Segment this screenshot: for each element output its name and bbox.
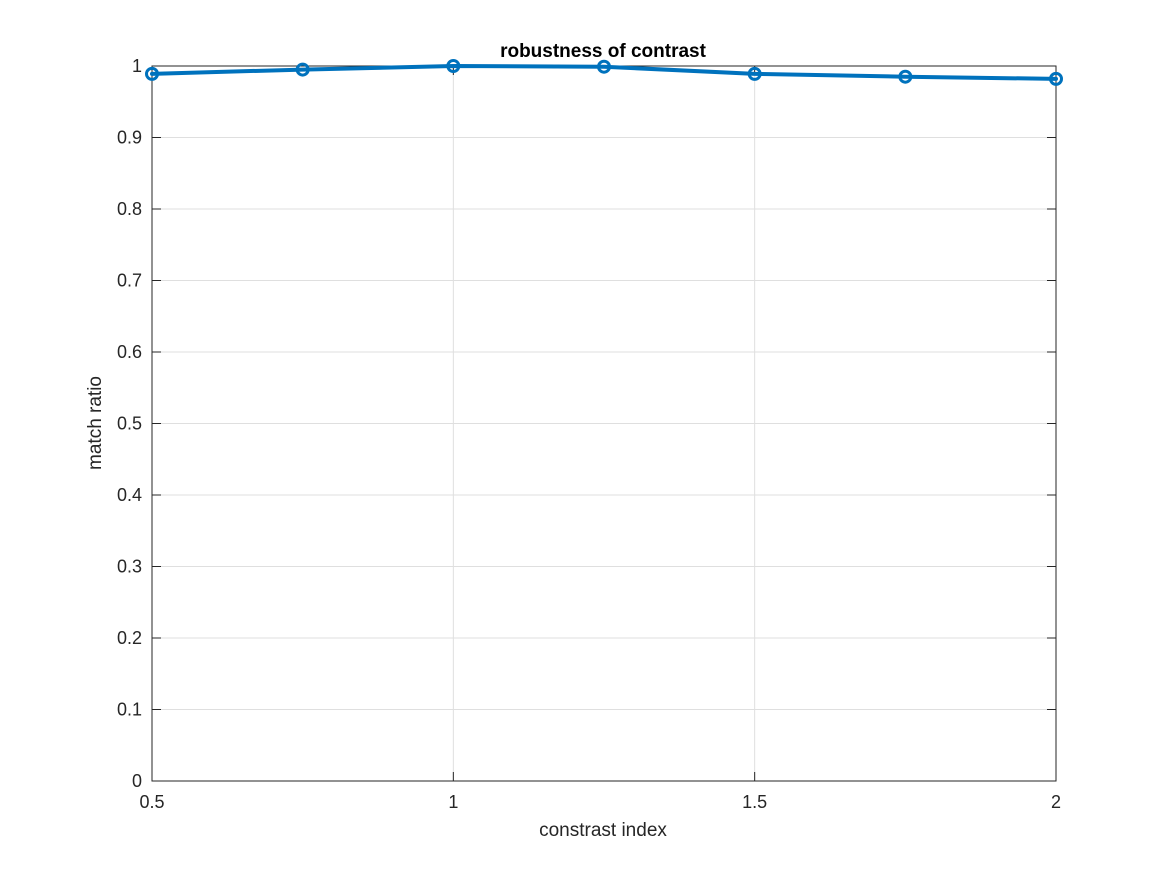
data-point-marker xyxy=(295,62,310,77)
x-axis-label: constrast index xyxy=(539,820,667,841)
data-point-marker xyxy=(446,59,461,73)
x-tick-label: 1 xyxy=(448,792,458,812)
x-tick-label: 2 xyxy=(1051,792,1061,812)
y-tick-label: 0.6 xyxy=(117,342,142,362)
ticks: 0.5 1 1.5 2 0 0.1 0.2 0.3 0.4 0.5 0.6 0.7 0.8 0.9 1 xyxy=(117,56,1061,812)
y-axis-label: match ratio xyxy=(85,376,106,470)
y-tick-label: 0.4 xyxy=(117,485,142,505)
y-tick-label: 1 xyxy=(132,56,142,76)
y-tick-label: 0.9 xyxy=(117,128,142,148)
data-point-marker xyxy=(1049,71,1063,86)
chart-title: robustness of contrast xyxy=(500,41,707,62)
x-tick-label: 0.5 xyxy=(139,792,164,812)
series-line xyxy=(150,64,1058,81)
y-tick-label: 0.8 xyxy=(117,199,142,219)
y-tick-label: 0.3 xyxy=(117,557,142,577)
data-point-marker xyxy=(145,66,159,81)
y-tick-label: 0.5 xyxy=(117,414,142,434)
x-tick-label: 1.5 xyxy=(742,792,767,812)
data-point-marker xyxy=(747,66,762,81)
y-tick-label: 0.1 xyxy=(117,700,142,720)
data-point-marker xyxy=(898,69,913,84)
series-layer xyxy=(145,59,1063,86)
y-tick-label: 0.2 xyxy=(117,628,142,648)
y-tick-label: 0.7 xyxy=(117,271,142,291)
y-tick-label: 0 xyxy=(132,771,142,791)
data-point-marker xyxy=(597,59,611,74)
